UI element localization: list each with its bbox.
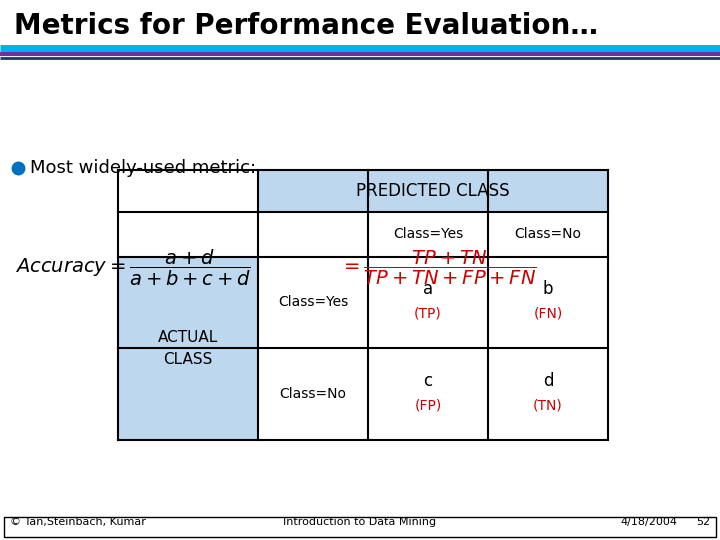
Text: Introduction to Data Mining: Introduction to Data Mining — [284, 517, 436, 527]
Text: (TP): (TP) — [414, 307, 442, 321]
Bar — [258, 170, 608, 212]
Text: © Tan,Steinbach, Kumar: © Tan,Steinbach, Kumar — [10, 517, 146, 527]
Text: a: a — [423, 280, 433, 299]
Text: $= \dfrac{TP+TN}{TP+TN+FP+FN}$: $= \dfrac{TP+TN}{TP+TN+FP+FN}$ — [340, 249, 536, 287]
Bar — [118, 170, 608, 440]
Text: 4/18/2004: 4/18/2004 — [620, 517, 677, 527]
Text: c: c — [423, 372, 433, 390]
Text: (FP): (FP) — [415, 398, 441, 412]
Text: PREDICTED CLASS: PREDICTED CLASS — [356, 182, 510, 200]
Bar — [118, 257, 258, 440]
Text: d: d — [543, 372, 553, 390]
Text: Class=Yes: Class=Yes — [278, 295, 348, 309]
Text: (FN): (FN) — [534, 307, 562, 321]
Text: 52: 52 — [696, 517, 710, 527]
Text: Class=No: Class=No — [515, 227, 582, 241]
Text: b: b — [543, 280, 553, 299]
Text: Class=Yes: Class=Yes — [393, 227, 463, 241]
Text: Metrics for Performance Evaluation…: Metrics for Performance Evaluation… — [14, 12, 598, 40]
Text: Class=No: Class=No — [279, 387, 346, 401]
Text: Most widely-used metric:: Most widely-used metric: — [30, 159, 256, 177]
Bar — [4, 517, 716, 537]
Text: ACTUAL
CLASS: ACTUAL CLASS — [158, 330, 218, 367]
Text: (TN): (TN) — [533, 398, 563, 412]
Text: $\mathit{Accuracy} = \dfrac{a+d}{a+b+c+d}$: $\mathit{Accuracy} = \dfrac{a+d}{a+b+c+d… — [15, 248, 251, 288]
